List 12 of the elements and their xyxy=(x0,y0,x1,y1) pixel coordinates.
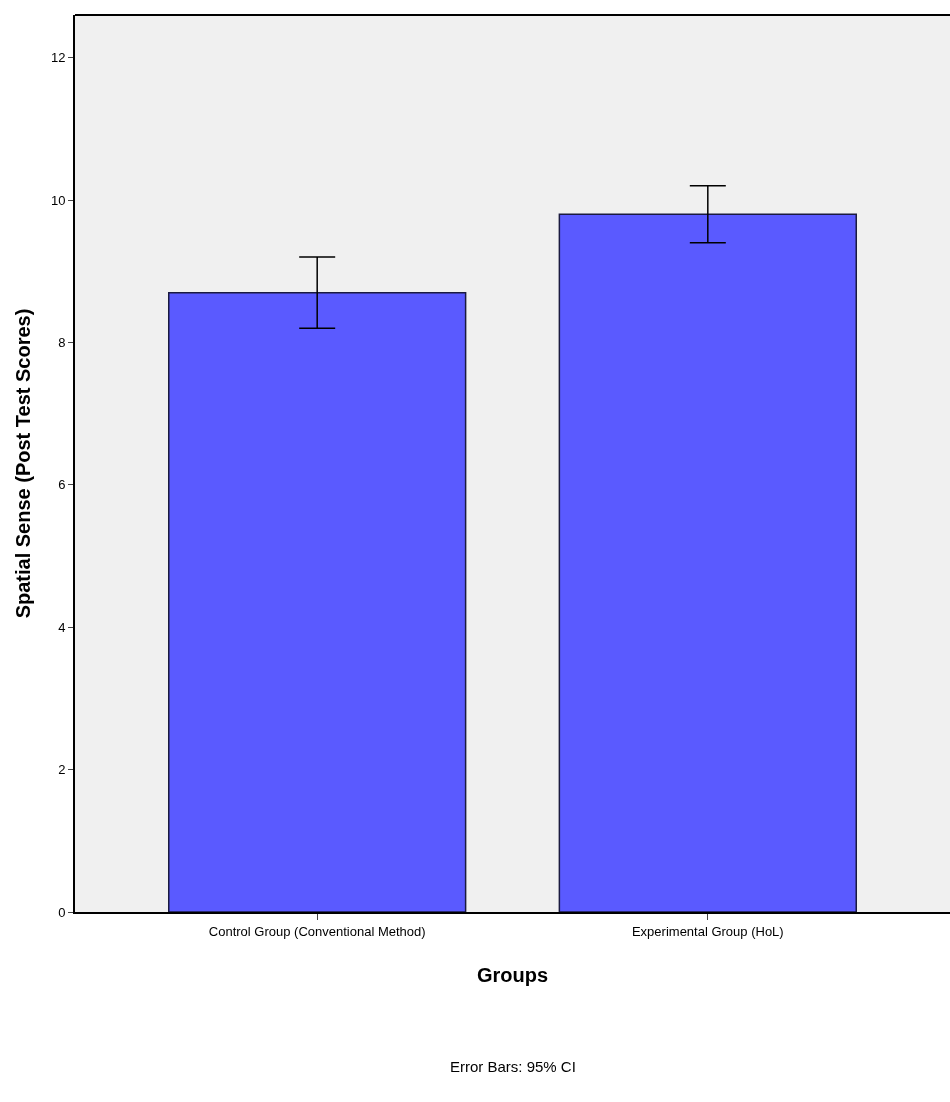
y-tick-label: 2 xyxy=(58,762,66,778)
y-axis-title: Spatial Sense (Post Test Scores) xyxy=(11,308,34,619)
y-tick-label: 12 xyxy=(50,50,66,66)
y-tick-label: 6 xyxy=(58,477,66,493)
x-tick-label: Experimental Group (HoL) xyxy=(631,923,784,939)
y-tick-label: 8 xyxy=(58,335,66,351)
y-tick-label: 10 xyxy=(50,192,66,208)
y-tick-label: 4 xyxy=(58,619,66,635)
text: Error Bars: 95% CI xyxy=(450,1058,576,1075)
y-tick-label: 0 xyxy=(58,904,66,920)
x-tick-label: Control Group (Conventional Method) xyxy=(208,923,426,939)
x-axis-title: Groups xyxy=(476,963,549,986)
